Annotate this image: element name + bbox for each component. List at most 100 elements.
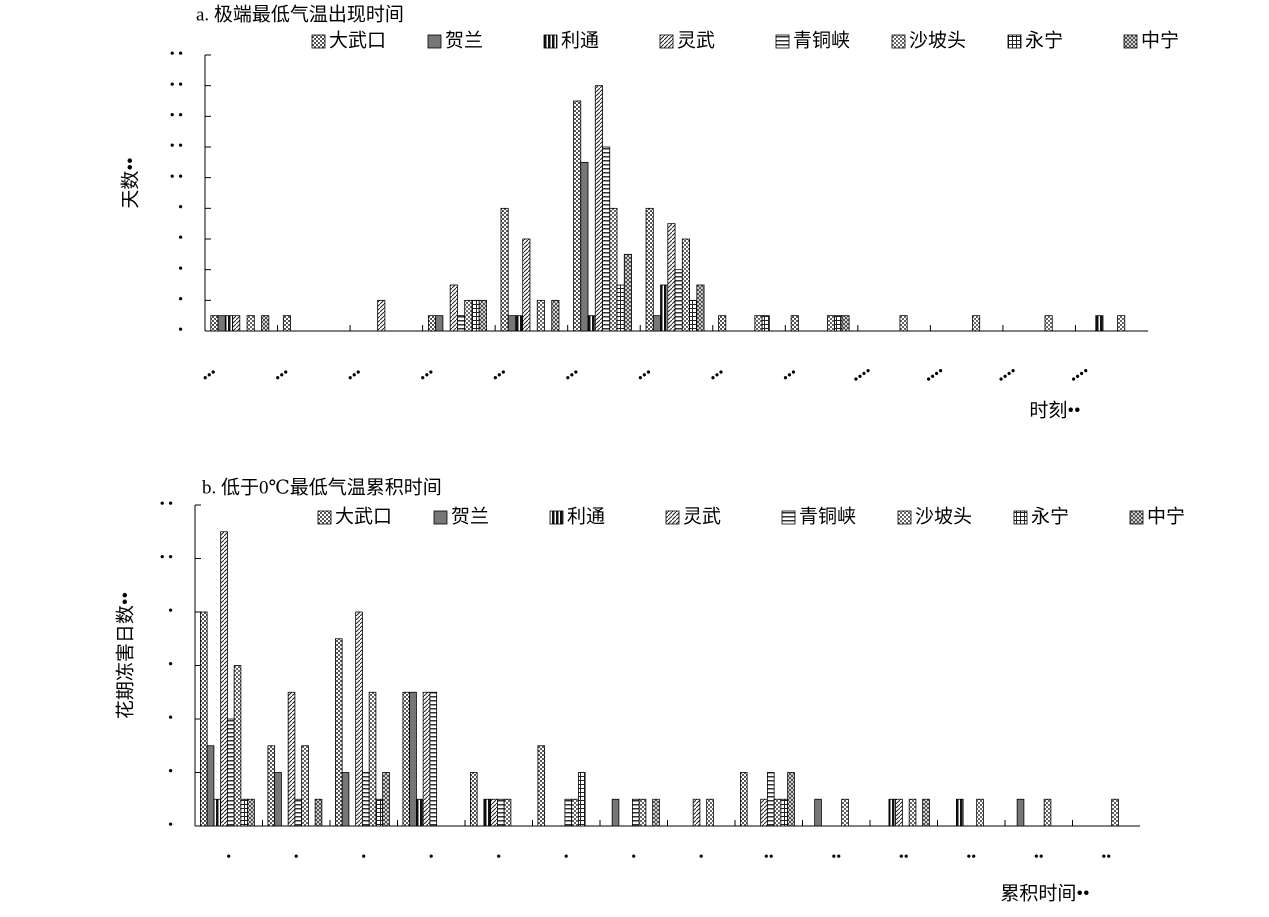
bar — [1111, 798, 1119, 827]
y-tick-label: • — [168, 711, 173, 726]
legend-swatch — [1123, 34, 1138, 49]
y-tick-label: • — [178, 293, 183, 308]
chart-title: b. 低于0℃最低气温累积时间 — [202, 476, 442, 498]
x-tick-label: • — [429, 850, 434, 865]
bar — [587, 315, 596, 332]
bar — [503, 798, 512, 827]
bar — [645, 207, 654, 332]
bar — [692, 798, 701, 827]
bar — [409, 691, 417, 827]
bar — [826, 315, 836, 332]
x-tick-label: ••• — [200, 365, 221, 386]
bar — [233, 665, 242, 827]
x-tick-label: ••• — [635, 365, 656, 386]
legend-label: 沙坡头 — [909, 29, 966, 51]
bar — [767, 772, 775, 827]
bar — [429, 691, 438, 827]
bar — [681, 238, 690, 332]
bar — [217, 315, 226, 332]
bar — [594, 85, 603, 332]
legend-label: 大武口 — [329, 29, 386, 51]
bar — [226, 718, 235, 827]
legend-label: 青铜峡 — [793, 29, 850, 51]
legend-label: 永宁 — [1031, 505, 1069, 527]
bar — [274, 772, 282, 827]
legend-label: 青铜峡 — [799, 505, 856, 527]
bar — [464, 299, 473, 332]
bar — [888, 798, 897, 827]
x-tick-label: •••• — [995, 364, 1020, 388]
bar — [573, 100, 582, 332]
bar — [1043, 798, 1052, 827]
bar — [314, 798, 323, 827]
bar — [899, 315, 908, 332]
x-tick-label: •••• — [850, 364, 875, 388]
x-axis-label: 时刻•• — [1029, 399, 1080, 421]
legend-swatch — [433, 510, 448, 525]
x-tick-label: • — [496, 850, 501, 865]
bar — [834, 315, 843, 332]
legend-swatch — [1129, 510, 1144, 525]
bar — [199, 611, 208, 827]
bar — [551, 299, 560, 332]
bar — [667, 223, 676, 332]
bar — [564, 798, 573, 827]
y-tick-label: • • — [170, 109, 183, 124]
bar — [210, 315, 219, 332]
bar — [422, 691, 431, 827]
y-tick-label: • — [178, 323, 183, 338]
bar — [616, 284, 625, 332]
x-tick-label: •••• — [923, 364, 948, 388]
legend-label: 沙坡头 — [915, 505, 972, 527]
bar — [760, 798, 768, 827]
y-tick-label: • — [168, 658, 173, 673]
x-tick-label: ••• — [345, 365, 366, 386]
legend-swatch — [781, 510, 796, 525]
legend-label: 贺兰 — [451, 505, 489, 527]
bar — [780, 798, 789, 827]
bar — [361, 772, 370, 827]
legend-label: 中宁 — [1147, 505, 1185, 527]
bar — [213, 798, 222, 827]
y-tick-label: • • — [170, 139, 183, 154]
x-tick-label: • — [226, 850, 231, 865]
y-tick-label: • — [178, 231, 183, 246]
bar — [718, 315, 727, 332]
bar — [232, 315, 241, 332]
x-tick-label: ••• — [780, 365, 801, 386]
x-tick-label: ••• — [707, 365, 728, 386]
bar — [1016, 798, 1025, 827]
y-tick-label: • — [168, 604, 173, 619]
bar — [841, 315, 850, 332]
y-tick-label: • — [178, 201, 183, 216]
bar — [814, 798, 822, 827]
x-tick-label: •• — [831, 850, 841, 865]
x-tick-label: • — [699, 850, 704, 865]
bar — [841, 798, 849, 827]
bar — [301, 745, 309, 827]
bar — [247, 798, 255, 827]
x-tick-label: •• — [764, 850, 774, 865]
bar — [754, 315, 763, 332]
x-tick-label: • — [564, 850, 569, 865]
bar — [972, 315, 981, 332]
legend-label: 永宁 — [1025, 29, 1063, 51]
legend-label: 大武口 — [335, 505, 392, 527]
y-axis-label: 天数•• — [119, 157, 141, 208]
bar — [490, 798, 498, 827]
x-tick-label: •••• — [1068, 364, 1093, 388]
bar — [578, 772, 586, 827]
x-axis-label: 累积时间•• — [1000, 882, 1089, 904]
bar — [240, 798, 249, 827]
bar — [609, 207, 618, 332]
bar — [382, 772, 390, 827]
bar — [652, 315, 661, 332]
bar — [536, 299, 545, 332]
bar — [469, 772, 478, 827]
y-tick-label: • — [168, 765, 173, 780]
bar — [282, 315, 291, 332]
bar — [457, 315, 466, 332]
bar — [496, 798, 505, 827]
legend-label: 灵武 — [677, 29, 715, 51]
